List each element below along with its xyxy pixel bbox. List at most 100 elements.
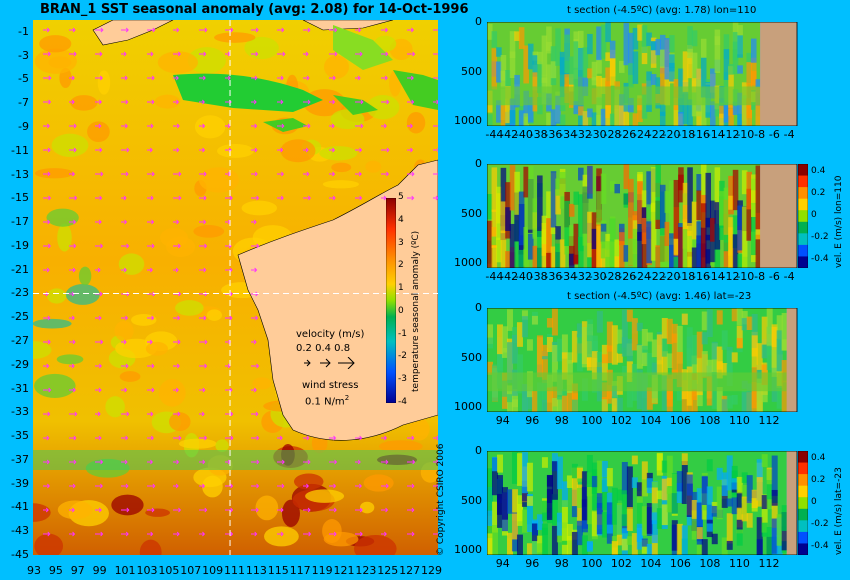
panel-y-tick: 1000 bbox=[454, 400, 482, 414]
panel-x-tick: -10 bbox=[736, 270, 755, 283]
panel-colorbar-label: vel. E (m/s) lon=110 bbox=[834, 175, 844, 268]
panel-x-tick: -6 bbox=[768, 128, 780, 141]
panel-colorbar-tick: 0.4 bbox=[811, 166, 826, 176]
panel-x-tick: -24 bbox=[633, 270, 651, 283]
map-lon-tick: 123 bbox=[355, 564, 377, 577]
map-lat-tick: -29 bbox=[11, 357, 29, 371]
panel-x-tick: -18 bbox=[677, 128, 696, 141]
map-lon-tick: 97 bbox=[70, 564, 85, 577]
panel-title: t section (-4.5ºC) (avg: 1.78) lon=110 bbox=[567, 5, 757, 16]
panel-x-tick: -32 bbox=[573, 128, 592, 141]
map-lon-tick: 105 bbox=[158, 564, 180, 577]
map-colorbar-tick: -1 bbox=[398, 328, 407, 339]
map-lon-tick: 107 bbox=[180, 564, 202, 577]
panel-x-tick: -34 bbox=[559, 128, 578, 141]
panel-title: t section (-4.5ºC) (avg: 1.46) lat=-23 bbox=[567, 291, 752, 302]
panel-x-tick: -28 bbox=[603, 128, 622, 141]
panel-x-tick: 112 bbox=[758, 557, 780, 570]
map-lat-tick: -7 bbox=[18, 96, 29, 110]
map-lat-tick: -41 bbox=[11, 500, 29, 514]
panel-x-tick: -20 bbox=[662, 270, 681, 283]
map-colorbar-tick: -4 bbox=[398, 397, 407, 407]
map-lat-tick: -25 bbox=[11, 310, 29, 324]
wind-legend-sup: 2 bbox=[344, 394, 350, 402]
panel-x-tick: -8 bbox=[754, 128, 766, 141]
panel-x-tick: 104 bbox=[640, 557, 662, 570]
map-colorbar-tick: 2 bbox=[398, 260, 404, 271]
map-lon-tick: 129 bbox=[421, 564, 443, 577]
map-colorbar-label: temperature seasonal anomaly (ºC) bbox=[411, 230, 421, 392]
map-lat-tick: -19 bbox=[11, 238, 29, 252]
copyright: © Copyright CSIRO 2006 bbox=[436, 443, 446, 556]
panel-x-tick: 98 bbox=[554, 414, 569, 427]
panel-x-tick: -38 bbox=[529, 270, 548, 283]
map-lon-tick: 111 bbox=[224, 564, 246, 577]
section-plot bbox=[487, 451, 798, 555]
panel-colorbar-tick: -0.4 bbox=[811, 541, 829, 551]
panel-colorbar-tick: -0.4 bbox=[811, 254, 829, 264]
panel-x-tick: -18 bbox=[677, 270, 696, 283]
panel-x-tick: 112 bbox=[758, 414, 780, 427]
map-lat-tick: -13 bbox=[11, 167, 29, 181]
wind-legend-scale: 0.1 N/m2 bbox=[305, 394, 349, 407]
map-lat-tick: -17 bbox=[11, 215, 29, 229]
map-colorbar-tick: -3 bbox=[398, 374, 407, 385]
panel-x-tick: 102 bbox=[610, 414, 632, 427]
panel-colorbar-tick: 0 bbox=[811, 497, 817, 507]
map-lat-tick: -39 bbox=[11, 476, 29, 490]
map-colorbar-tick: -2 bbox=[398, 351, 407, 362]
panel-y-tick: 1000 bbox=[454, 114, 482, 128]
map-colorbar-tick: 5 bbox=[398, 192, 404, 202]
map-lat-tick: -45 bbox=[11, 548, 29, 561]
panel-colorbar-label: vel. E (m/s) lat=-23 bbox=[834, 467, 844, 555]
panel-x-tick: -24 bbox=[633, 128, 651, 141]
panel-x-tick: 94 bbox=[495, 557, 510, 570]
panel-x-tick: -44 bbox=[485, 270, 504, 283]
map-lon-tick: 109 bbox=[202, 564, 224, 577]
panel-x-tick: -30 bbox=[588, 128, 607, 141]
velocity-legend-arrows bbox=[304, 357, 355, 369]
map-colorbar-tick: 0 bbox=[398, 305, 404, 316]
panel-y-tick: 500 bbox=[461, 350, 482, 364]
panel-x-tick: 110 bbox=[728, 557, 750, 570]
panel-x-tick: 106 bbox=[669, 414, 691, 427]
panel-colorbar-tick: 0.2 bbox=[811, 475, 826, 485]
map-lon-tick: 119 bbox=[311, 564, 333, 577]
map-colorbar-tick: 1 bbox=[398, 283, 404, 294]
panel-x-tick: -34 bbox=[559, 270, 578, 283]
panel-y-tick: 0 bbox=[475, 444, 482, 457]
map-colorbar-tick: 3 bbox=[398, 237, 404, 248]
map-lon-tick: 117 bbox=[289, 564, 311, 577]
panel-x-tick: -10 bbox=[736, 128, 755, 141]
panel-x-tick: 102 bbox=[610, 557, 632, 570]
velocity-arrows bbox=[43, 27, 438, 537]
panel-x-tick: -26 bbox=[618, 270, 637, 283]
panel-y-tick: 0 bbox=[475, 15, 482, 28]
map-colorbar-tick: 4 bbox=[398, 214, 404, 225]
map-lat-tick: -35 bbox=[11, 429, 29, 443]
panel-colorbar-tick: 0 bbox=[811, 210, 817, 220]
panel-x-tick: 104 bbox=[640, 414, 662, 427]
map-lat-tick: -33 bbox=[11, 405, 29, 419]
panel-colorbar bbox=[798, 164, 808, 268]
panel-x-tick: -36 bbox=[544, 270, 563, 283]
panel-x-tick: 106 bbox=[669, 557, 691, 570]
panel-colorbar bbox=[798, 451, 808, 555]
map-lon-tick: 125 bbox=[377, 564, 399, 577]
panel-x-tick: -16 bbox=[692, 270, 711, 283]
map-colorbar bbox=[386, 198, 396, 403]
panel-x-tick: -16 bbox=[692, 128, 711, 141]
panel-x-tick: -8 bbox=[754, 270, 766, 283]
panel-x-tick: 100 bbox=[581, 557, 603, 570]
wind-legend-label: wind stress bbox=[302, 380, 359, 391]
map-lat-tick: -3 bbox=[18, 48, 29, 62]
map-lat-tick: -1 bbox=[18, 24, 29, 38]
map-lon-tick: 121 bbox=[333, 564, 355, 577]
panel-x-tick: -30 bbox=[588, 270, 607, 283]
panel-x-tick: -22 bbox=[647, 128, 666, 141]
panel-x-tick: -42 bbox=[500, 270, 519, 283]
map-lat-tick: -37 bbox=[11, 452, 29, 466]
map-lat-tick: -31 bbox=[11, 381, 29, 395]
panel-y-tick: 1000 bbox=[454, 543, 482, 557]
map-lat-tick: -23 bbox=[11, 286, 29, 300]
